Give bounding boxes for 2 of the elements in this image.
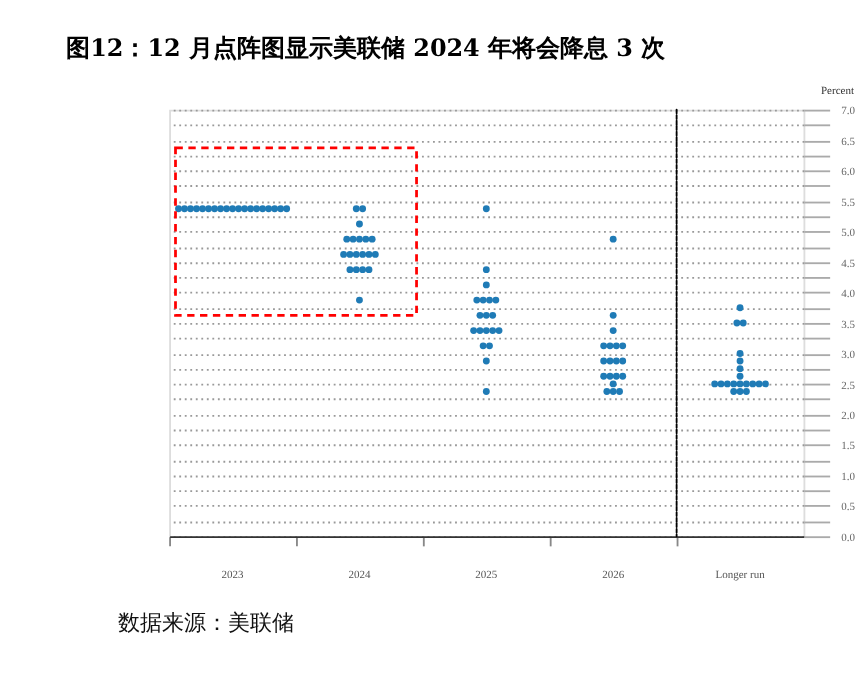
chart-title: 图12：12 月点阵图显示美联储 2024 年将会降息 3 次: [66, 34, 668, 63]
source-note: 数据来源：美联储: [117, 610, 294, 637]
